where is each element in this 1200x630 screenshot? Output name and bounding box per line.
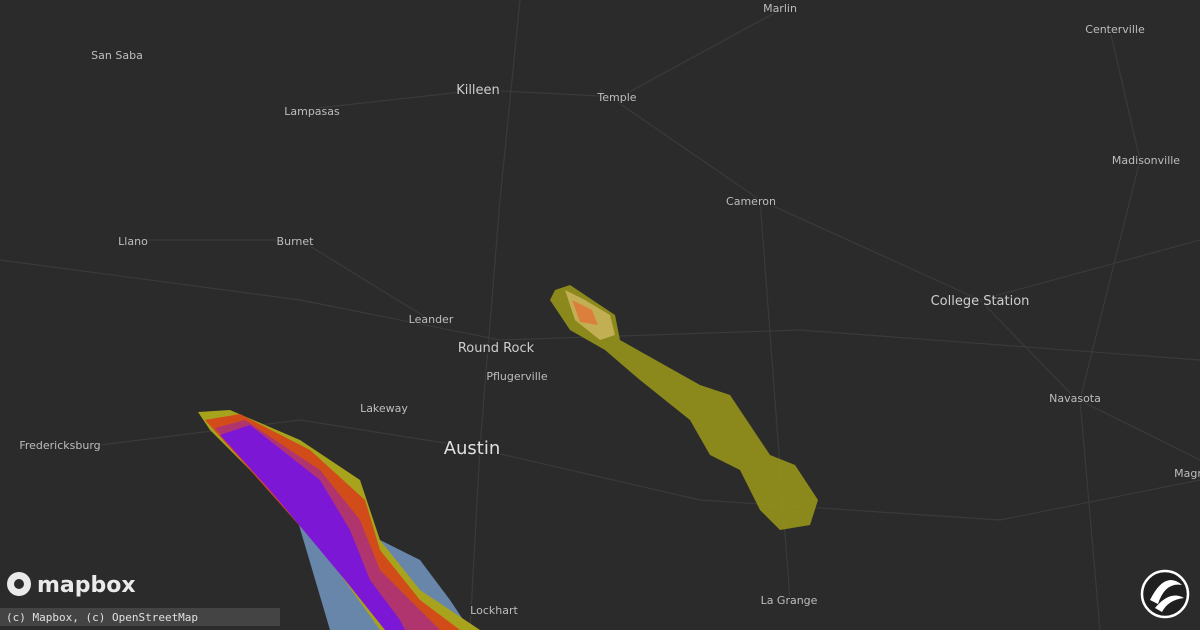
place-label: Cameron — [726, 195, 776, 208]
place-label: Madisonville — [1112, 154, 1180, 167]
place-label: Llano — [118, 235, 148, 248]
place-label: Centerville — [1085, 23, 1145, 36]
logo-text: mapbox — [37, 573, 136, 598]
brand-badge — [1140, 569, 1190, 619]
place-label: Marlin — [763, 2, 797, 15]
place-label: Killeen — [456, 83, 500, 98]
place-label: Austin — [444, 438, 501, 459]
place-label: Round Rock — [458, 341, 535, 356]
mapbox-logo: mapbox — [7, 572, 136, 598]
place-label: College Station — [931, 294, 1030, 309]
place-labels: Marlin Centerville San Saba Killeen Temp… — [18, 1, 1200, 619]
place-label: La Grange — [761, 594, 818, 607]
place-label: Temple — [596, 91, 636, 104]
place-label: Lockhart — [470, 604, 518, 617]
place-label: Pflugerville — [486, 370, 547, 383]
place-label: Lakeway — [360, 402, 408, 415]
place-label: San Saba — [91, 49, 143, 62]
place-label: Burnet — [277, 235, 315, 248]
attribution-bg — [0, 608, 280, 626]
storm-swaths — [198, 285, 818, 630]
place-label: Leander — [409, 313, 454, 326]
place-label: Lampasas — [284, 105, 340, 118]
place-label: Fredericksburg — [19, 439, 100, 452]
attribution[interactable]: (c) Mapbox, (c) OpenStreetMap — [6, 611, 198, 624]
place-label: Navasota — [1049, 392, 1101, 405]
logo-icon-inner — [14, 579, 24, 589]
place-label: Magr — [1174, 467, 1200, 480]
